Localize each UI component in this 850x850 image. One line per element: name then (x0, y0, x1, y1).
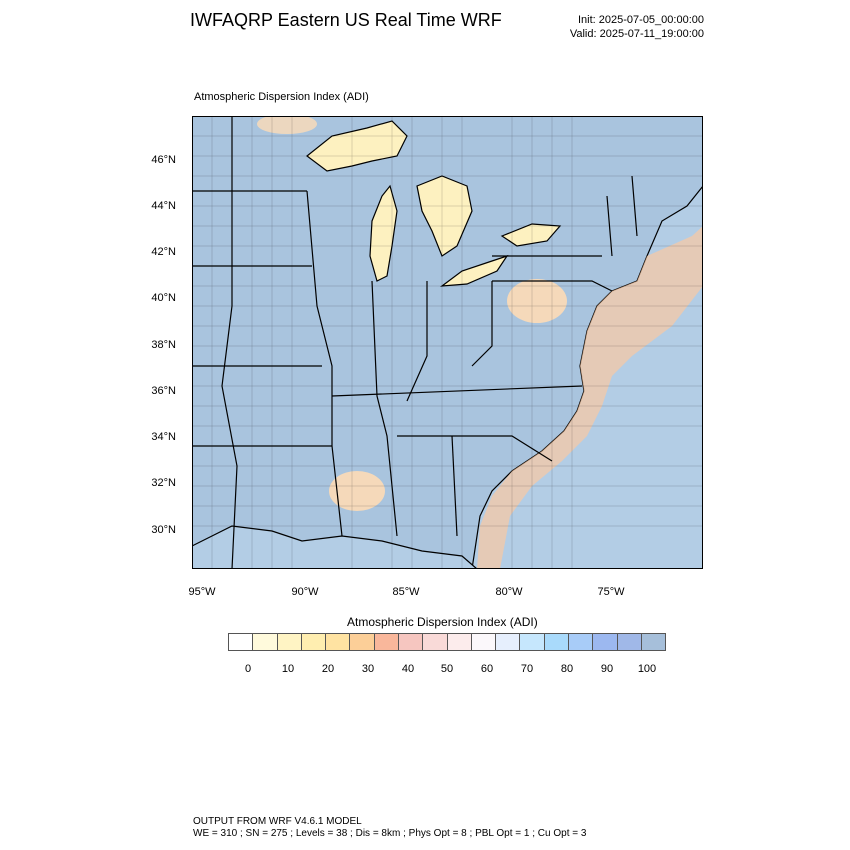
county-boundaries (192, 116, 703, 569)
lake-ontario (500, 223, 562, 247)
colorbar-swatch (471, 634, 497, 650)
lake-superior (306, 120, 408, 172)
footer-model-line: OUTPUT FROM WRF V4.6.1 MODEL (193, 816, 362, 827)
coastal-band (477, 226, 703, 569)
colorbar-tick-80: 80 (560, 663, 574, 675)
colorbar-swatch (277, 634, 302, 650)
colorbar-swatch (593, 634, 618, 650)
colorbar-tick-10: 10 (281, 663, 295, 675)
colorbar-swatch (520, 634, 545, 650)
colorbar-swatch (398, 634, 424, 650)
colorbar-tick-90: 90 (600, 663, 614, 675)
lake-huron (416, 175, 473, 257)
colorbar-tick-50: 50 (440, 663, 454, 675)
lake-michigan (369, 184, 398, 282)
lat-label-42n: 42°N (151, 246, 176, 258)
colorbar-swatch (496, 634, 521, 650)
footer-config-line: WE = 310 ; SN = 275 ; Levels = 38 ; Dis … (193, 828, 587, 839)
lat-label-36n: 36°N (151, 385, 176, 397)
colorbar-tick-70: 70 (520, 663, 534, 675)
lat-label-46n: 46°N (151, 154, 176, 166)
lat-label-38n: 38°N (151, 339, 176, 351)
colorbar-tick-60: 60 (480, 663, 494, 675)
colorbar-swatch (568, 634, 594, 650)
lon-label-90w: 90°W (291, 586, 319, 598)
lat-label-32n: 32°N (151, 477, 176, 489)
colorbar-tick-40: 40 (401, 663, 415, 675)
state-boundaries (192, 116, 638, 569)
colorbar-swatch (301, 634, 327, 650)
colorbar-swatch (374, 634, 399, 650)
lat-label-34n: 34°N (151, 431, 176, 443)
map-panel (192, 116, 703, 569)
lon-label-95w: 95°W (188, 586, 216, 598)
lat-label-40n: 40°N (151, 292, 176, 304)
colorbar-swatch (617, 634, 642, 650)
lon-label-85w: 85°W (392, 586, 420, 598)
colorbar-swatch (326, 634, 351, 650)
colorbar-tick-20: 20 (321, 663, 335, 675)
colorbar-tick-0: 0 (244, 663, 252, 675)
colorbar (228, 633, 666, 651)
low-adi-patch-north (257, 116, 317, 134)
colorbar-swatch (641, 634, 666, 650)
plot-title: IWFAQRP Eastern US Real Time WRF (190, 10, 502, 30)
lon-label-75w: 75°W (597, 586, 625, 598)
colorbar-swatch (253, 634, 278, 650)
colorbar-swatch (229, 634, 254, 650)
colorbar-tick-30: 30 (361, 663, 375, 675)
colorbar-tick-100: 100 (637, 663, 657, 675)
colorbar-swatch (447, 634, 472, 650)
init-time: Init: 2025-07-05_00:00:00 (578, 14, 704, 26)
colorbar-swatch (423, 634, 448, 650)
valid-time: Valid: 2025-07-11_19:00:00 (569, 28, 704, 40)
lon-label-80w: 80°W (495, 586, 523, 598)
map-canvas (192, 116, 703, 569)
lat-label-44n: 44°N (151, 200, 176, 212)
low-adi-patch-alabama (329, 471, 385, 511)
colorbar-title: Atmospheric Dispersion Index (ADI) (347, 615, 538, 629)
map-border (192, 116, 703, 569)
colorbar-swatch (544, 634, 569, 650)
field-title: Atmospheric Dispersion Index (ADI) (194, 91, 369, 103)
colorbar-swatch (350, 634, 375, 650)
low-adi-patch-pennsylvania (507, 279, 567, 323)
lat-label-30n: 30°N (151, 524, 176, 536)
